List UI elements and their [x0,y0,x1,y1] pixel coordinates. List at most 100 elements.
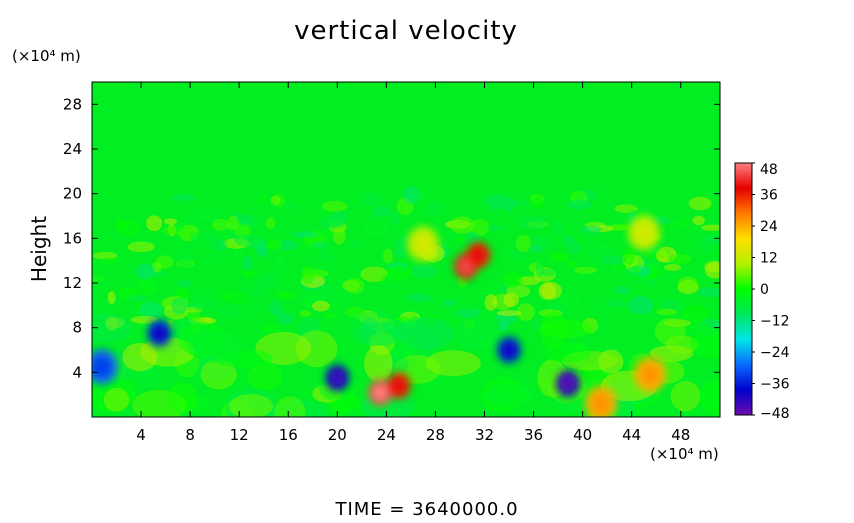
x-axis-ticks: 4 8 12 16 20 24 28 32 36 40 44 48 [136,82,690,444]
field-patch [136,277,159,296]
field-patch [656,308,678,316]
x-tick-label: 24 [377,426,396,444]
field-patch [175,222,184,232]
x-axis-unit: (×10⁴ m) [650,445,719,463]
field-patch [667,254,692,264]
field-patch [677,276,698,291]
field-patch [688,196,712,211]
field-patch [188,331,245,363]
field-patch [530,320,542,331]
field-patch [669,220,688,231]
y-tick-label: 16 [63,229,82,247]
y-tick-label: 4 [72,363,82,381]
field-patch [567,260,578,268]
heatmap-feature-core [561,376,575,391]
field-patch [485,193,507,210]
field-patch [426,201,444,216]
x-tick-label: 44 [622,426,641,444]
field-patch [200,359,237,390]
x-tick-label: 28 [426,426,445,444]
field-patch [655,249,670,263]
field-patch [360,266,389,283]
field-patch [362,221,389,236]
field-patch [393,246,407,259]
field-patch [383,248,393,264]
field-patch [548,251,569,263]
field-patch [127,294,146,302]
y-axis-unit: (×10⁴ m) [12,47,81,65]
field-patch [155,255,174,269]
field-patch [538,282,557,300]
field-patch [258,322,282,333]
field-patch [265,239,283,250]
plot-frame [91,81,721,418]
field-patch [372,206,391,218]
field-patch [135,263,155,280]
field-patch [541,268,556,277]
field-patch [643,278,657,285]
field-patch [322,285,349,303]
field-patch [247,363,283,391]
field-patch [92,276,106,295]
field-patch [348,240,366,249]
field-patch [410,264,437,279]
field-patch [505,199,529,207]
field-patch [321,200,348,212]
x-tick-label: 36 [524,426,543,444]
heatmap-feature-core [471,247,485,263]
field-patch [346,277,365,295]
field-patch [485,384,536,406]
field-patch [542,342,592,363]
field-patch [190,293,218,311]
field-patch [312,241,328,250]
x-tick-label: 40 [573,426,592,444]
field-patch [623,248,636,266]
field-patch [232,246,244,262]
field-patch [255,275,279,288]
field-patch [552,221,564,235]
field-patch [100,257,120,265]
colorbar-tick-label: 0 [760,282,769,298]
field-patch [356,322,404,346]
field-patch [567,241,581,255]
field-patch [171,297,188,315]
heatmap-feature-core [152,326,167,341]
field-patch [517,276,541,286]
field-patch [455,309,480,318]
field-patch [292,231,319,238]
time-label: TIME = 3640000.0 [334,499,518,519]
field-patch [484,293,498,311]
band-layer [92,186,720,417]
field-patch [532,197,543,210]
field-patch [455,236,466,243]
field-patch [229,394,274,417]
field-patch [496,310,522,317]
colorbar-tick-label: 24 [760,219,778,235]
y-tick-label: 12 [63,274,82,292]
field-patch [396,317,455,350]
field-patch [382,274,393,284]
field-patch [403,186,421,204]
field-patch [628,296,654,315]
field-patch [516,303,535,321]
y-tick-label: 24 [63,140,82,158]
field-patch [319,217,346,226]
field-patch [92,251,118,260]
y-tick-label: 20 [63,185,82,203]
field-patch [699,378,720,417]
field-patch [604,299,628,307]
field-patch [611,262,626,272]
field-patch [389,210,400,226]
field-patch [216,304,245,319]
field-patch [567,199,592,210]
field-patch [600,256,627,266]
field-patch [122,342,158,372]
field-patch [510,249,524,261]
field-patch [574,266,598,274]
y-tick-label: 8 [72,319,82,337]
field-patch [114,218,128,232]
field-patch [318,230,334,239]
colorbar-ticks: 48 36 24 12 0 −12 −24 −36 −48 [752,162,790,422]
y-axis-label: Height [27,216,51,282]
